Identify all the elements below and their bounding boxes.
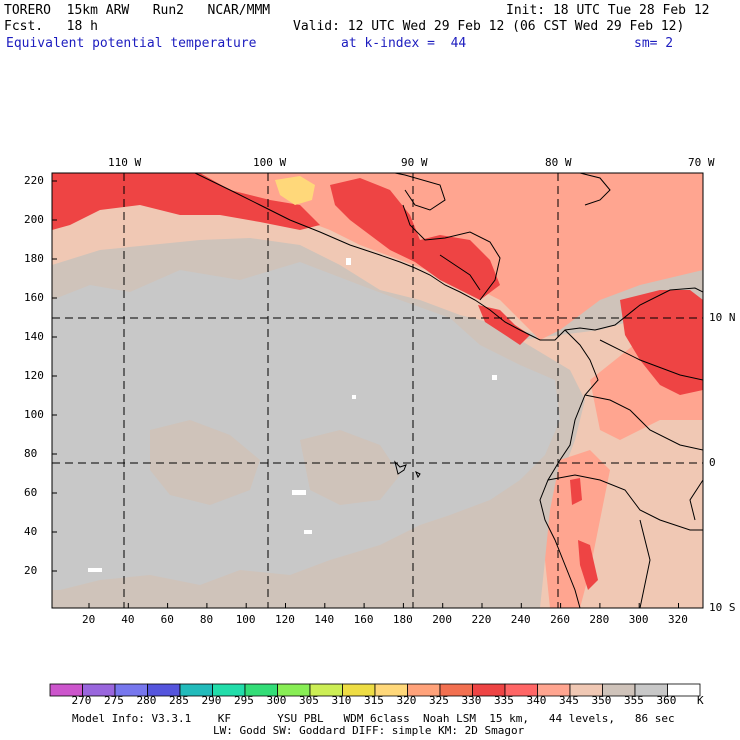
- colorbar-label: 290: [201, 694, 222, 707]
- init-time: Init: 18 UTC Tue 28 Feb 12: [506, 3, 710, 18]
- lon-label-110w: 110 W: [108, 156, 142, 169]
- y-index-label: 80: [24, 447, 38, 460]
- x-index-label: 200: [432, 613, 453, 626]
- y-index-label: 60: [24, 486, 38, 499]
- colorbar-label: 340: [526, 694, 547, 707]
- colorbar: [49, 683, 701, 697]
- colorbar-label: 295: [234, 694, 254, 707]
- x-index-label: 120: [275, 613, 295, 626]
- colorbar-label: 360: [656, 694, 677, 707]
- field-name: Equivalent potential temperature: [6, 36, 257, 51]
- colorbar-label: 330: [461, 694, 482, 707]
- lon-label-70w: 70 W: [688, 156, 715, 169]
- y-tick-marks: [52, 180, 57, 572]
- colorbar-label: 345: [559, 694, 579, 707]
- x-tick-marks: [88, 603, 679, 608]
- lat-label-10s: 10 S: [709, 601, 736, 614]
- model-info: Model Info: V3.3.1 KF YSU PBL WDM 6class…: [72, 712, 675, 725]
- y-index-label: 40: [24, 525, 38, 538]
- colorbar-label: 280: [136, 694, 157, 707]
- x-index-label: 40: [121, 613, 135, 626]
- x-index-label: 100: [235, 613, 256, 626]
- y-index-label: 200: [24, 213, 44, 226]
- colorbar-label: 320: [396, 694, 417, 707]
- forecast-hour: Fcst. 18 h: [4, 19, 98, 34]
- map-frame: [51, 172, 704, 609]
- x-index-label: 300: [628, 613, 649, 626]
- y-index-label: 20: [24, 564, 38, 577]
- colorbar-label: 350: [591, 694, 612, 707]
- y-index-label: 100: [24, 408, 44, 421]
- x-index-label: 60: [160, 613, 174, 626]
- x-index-label: 240: [510, 613, 531, 626]
- colorbar-label: 270: [71, 694, 92, 707]
- colorbar-label: 335: [494, 694, 514, 707]
- colorbar-label: 310: [331, 694, 352, 707]
- y-index-label: 160: [24, 291, 44, 304]
- lon-label-100w: 100 W: [253, 156, 287, 169]
- colorbar-label: 275: [104, 694, 124, 707]
- colorbar-label: 285: [169, 694, 189, 707]
- colorbar-label: 315: [364, 694, 384, 707]
- x-index-label: 220: [471, 613, 492, 626]
- lon-label-80w: 80 W: [545, 156, 572, 169]
- valid-time: Valid: 12 UTC Wed 29 Feb 12 (06 CST Wed …: [293, 19, 685, 34]
- y-index-label: 120: [24, 369, 44, 382]
- x-index-label: 260: [550, 613, 570, 626]
- x-index-label: 80: [199, 613, 214, 626]
- field-shading: [52, 173, 703, 608]
- lat-label-0: 0: [709, 456, 716, 469]
- model-title: TORERO 15km ARW Run2 NCAR/MMM: [4, 3, 271, 18]
- physics-info: LW: Godd SW: Goddard DIFF: simple KM: 2D…: [213, 724, 525, 737]
- colorbar-swatch: [667, 683, 701, 697]
- x-index-label: 280: [589, 613, 610, 626]
- lon-label-90w: 90 W: [401, 156, 428, 169]
- smoothing: sm= 2: [634, 36, 674, 51]
- colorbar-label: 300: [266, 694, 287, 707]
- y-index-label: 140: [24, 330, 44, 343]
- colorbar-label: 325: [429, 694, 449, 707]
- x-index-label: 140: [314, 613, 335, 626]
- k-index: at k-index = 44: [341, 36, 467, 51]
- y-index-label: 180: [24, 252, 44, 265]
- colorbar-label: 305: [299, 694, 319, 707]
- y-index-label: 220: [24, 174, 44, 187]
- coastlines: [194, 173, 703, 608]
- graticule: [52, 173, 703, 608]
- colorbar-label: 355: [624, 694, 644, 707]
- colorbar-unit: K: [697, 694, 704, 707]
- x-index-label: 180: [392, 613, 413, 626]
- x-index-label: 160: [353, 613, 374, 626]
- lat-label-10n: 10 N: [709, 311, 736, 324]
- x-index-label: 20: [82, 613, 96, 626]
- x-index-label: 320: [668, 613, 688, 626]
